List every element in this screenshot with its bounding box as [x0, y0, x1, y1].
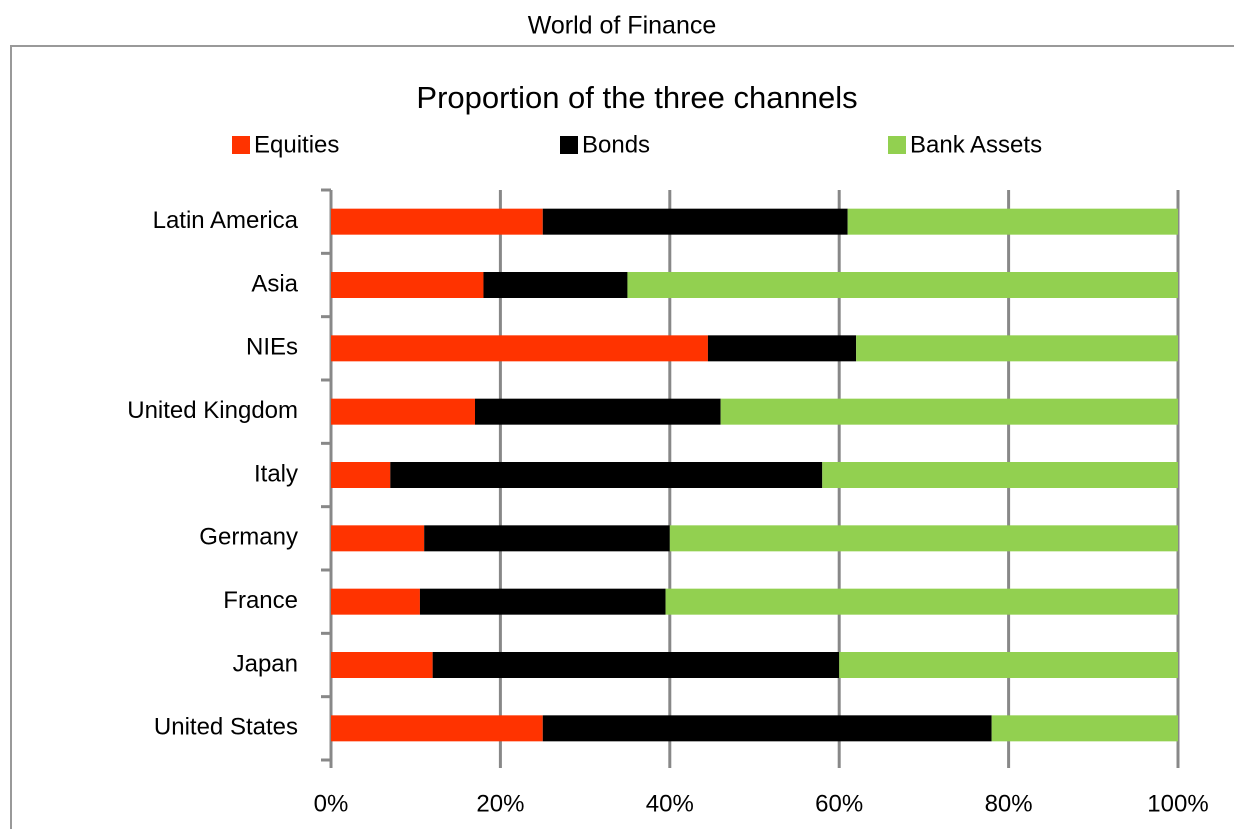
y-tick-label: Italy	[254, 460, 298, 487]
bar-segment	[331, 525, 425, 552]
y-tick-label: NIEs	[246, 334, 298, 361]
legend-label: Equities	[254, 131, 339, 158]
y-tick-label: United Kingdom	[127, 397, 298, 424]
x-tick-label: 100%	[1147, 790, 1208, 817]
bar-segment	[627, 272, 1178, 298]
bar-segment	[331, 272, 484, 298]
y-tick-label: Latin America	[153, 207, 299, 234]
bar-segment	[669, 525, 1178, 552]
legend-label: Bank Assets	[910, 131, 1042, 158]
bar-segment	[331, 208, 543, 235]
x-tick-label: 0%	[314, 790, 349, 817]
x-tick-label: 80%	[985, 790, 1033, 817]
window-title: World of Finance	[528, 12, 717, 40]
x-tick-label: 40%	[646, 790, 694, 817]
y-tick-label: Asia	[251, 270, 298, 297]
bar-segment	[331, 715, 543, 742]
bar-segment	[839, 652, 1178, 678]
bar-segment	[720, 398, 1178, 425]
legend-swatch	[232, 136, 250, 154]
bar-segment	[390, 462, 823, 488]
bar-segment	[822, 462, 1178, 488]
bar-segment	[432, 652, 840, 678]
x-tick-label: 20%	[476, 790, 524, 817]
bar-segment	[424, 525, 670, 552]
y-tick-label: United States	[154, 714, 298, 741]
legend-swatch	[560, 136, 578, 154]
bar-segment	[331, 335, 708, 362]
y-tick-label: Japan	[233, 650, 298, 677]
bar-segment	[542, 208, 848, 235]
bar-segment	[991, 715, 1178, 742]
bar-segment	[331, 462, 391, 488]
bar-segment	[707, 335, 857, 362]
y-tick-label: France	[223, 587, 298, 614]
legend-label: Bonds	[582, 131, 650, 158]
bar-segment	[665, 588, 1178, 615]
bar-segment	[419, 588, 666, 615]
y-tick-label: Germany	[199, 524, 298, 551]
bar-segment	[847, 208, 1178, 235]
legend-swatch	[888, 136, 906, 154]
x-tick-label: 60%	[815, 790, 863, 817]
bar-segment	[542, 715, 992, 742]
bar-segment	[331, 398, 475, 425]
bar-segment	[331, 588, 420, 615]
chart-title: Proportion of the three channels	[416, 80, 857, 115]
bar-segment	[483, 272, 628, 298]
bar-segment	[856, 335, 1178, 362]
bar-segment	[474, 398, 721, 425]
bar-segment	[331, 652, 433, 678]
